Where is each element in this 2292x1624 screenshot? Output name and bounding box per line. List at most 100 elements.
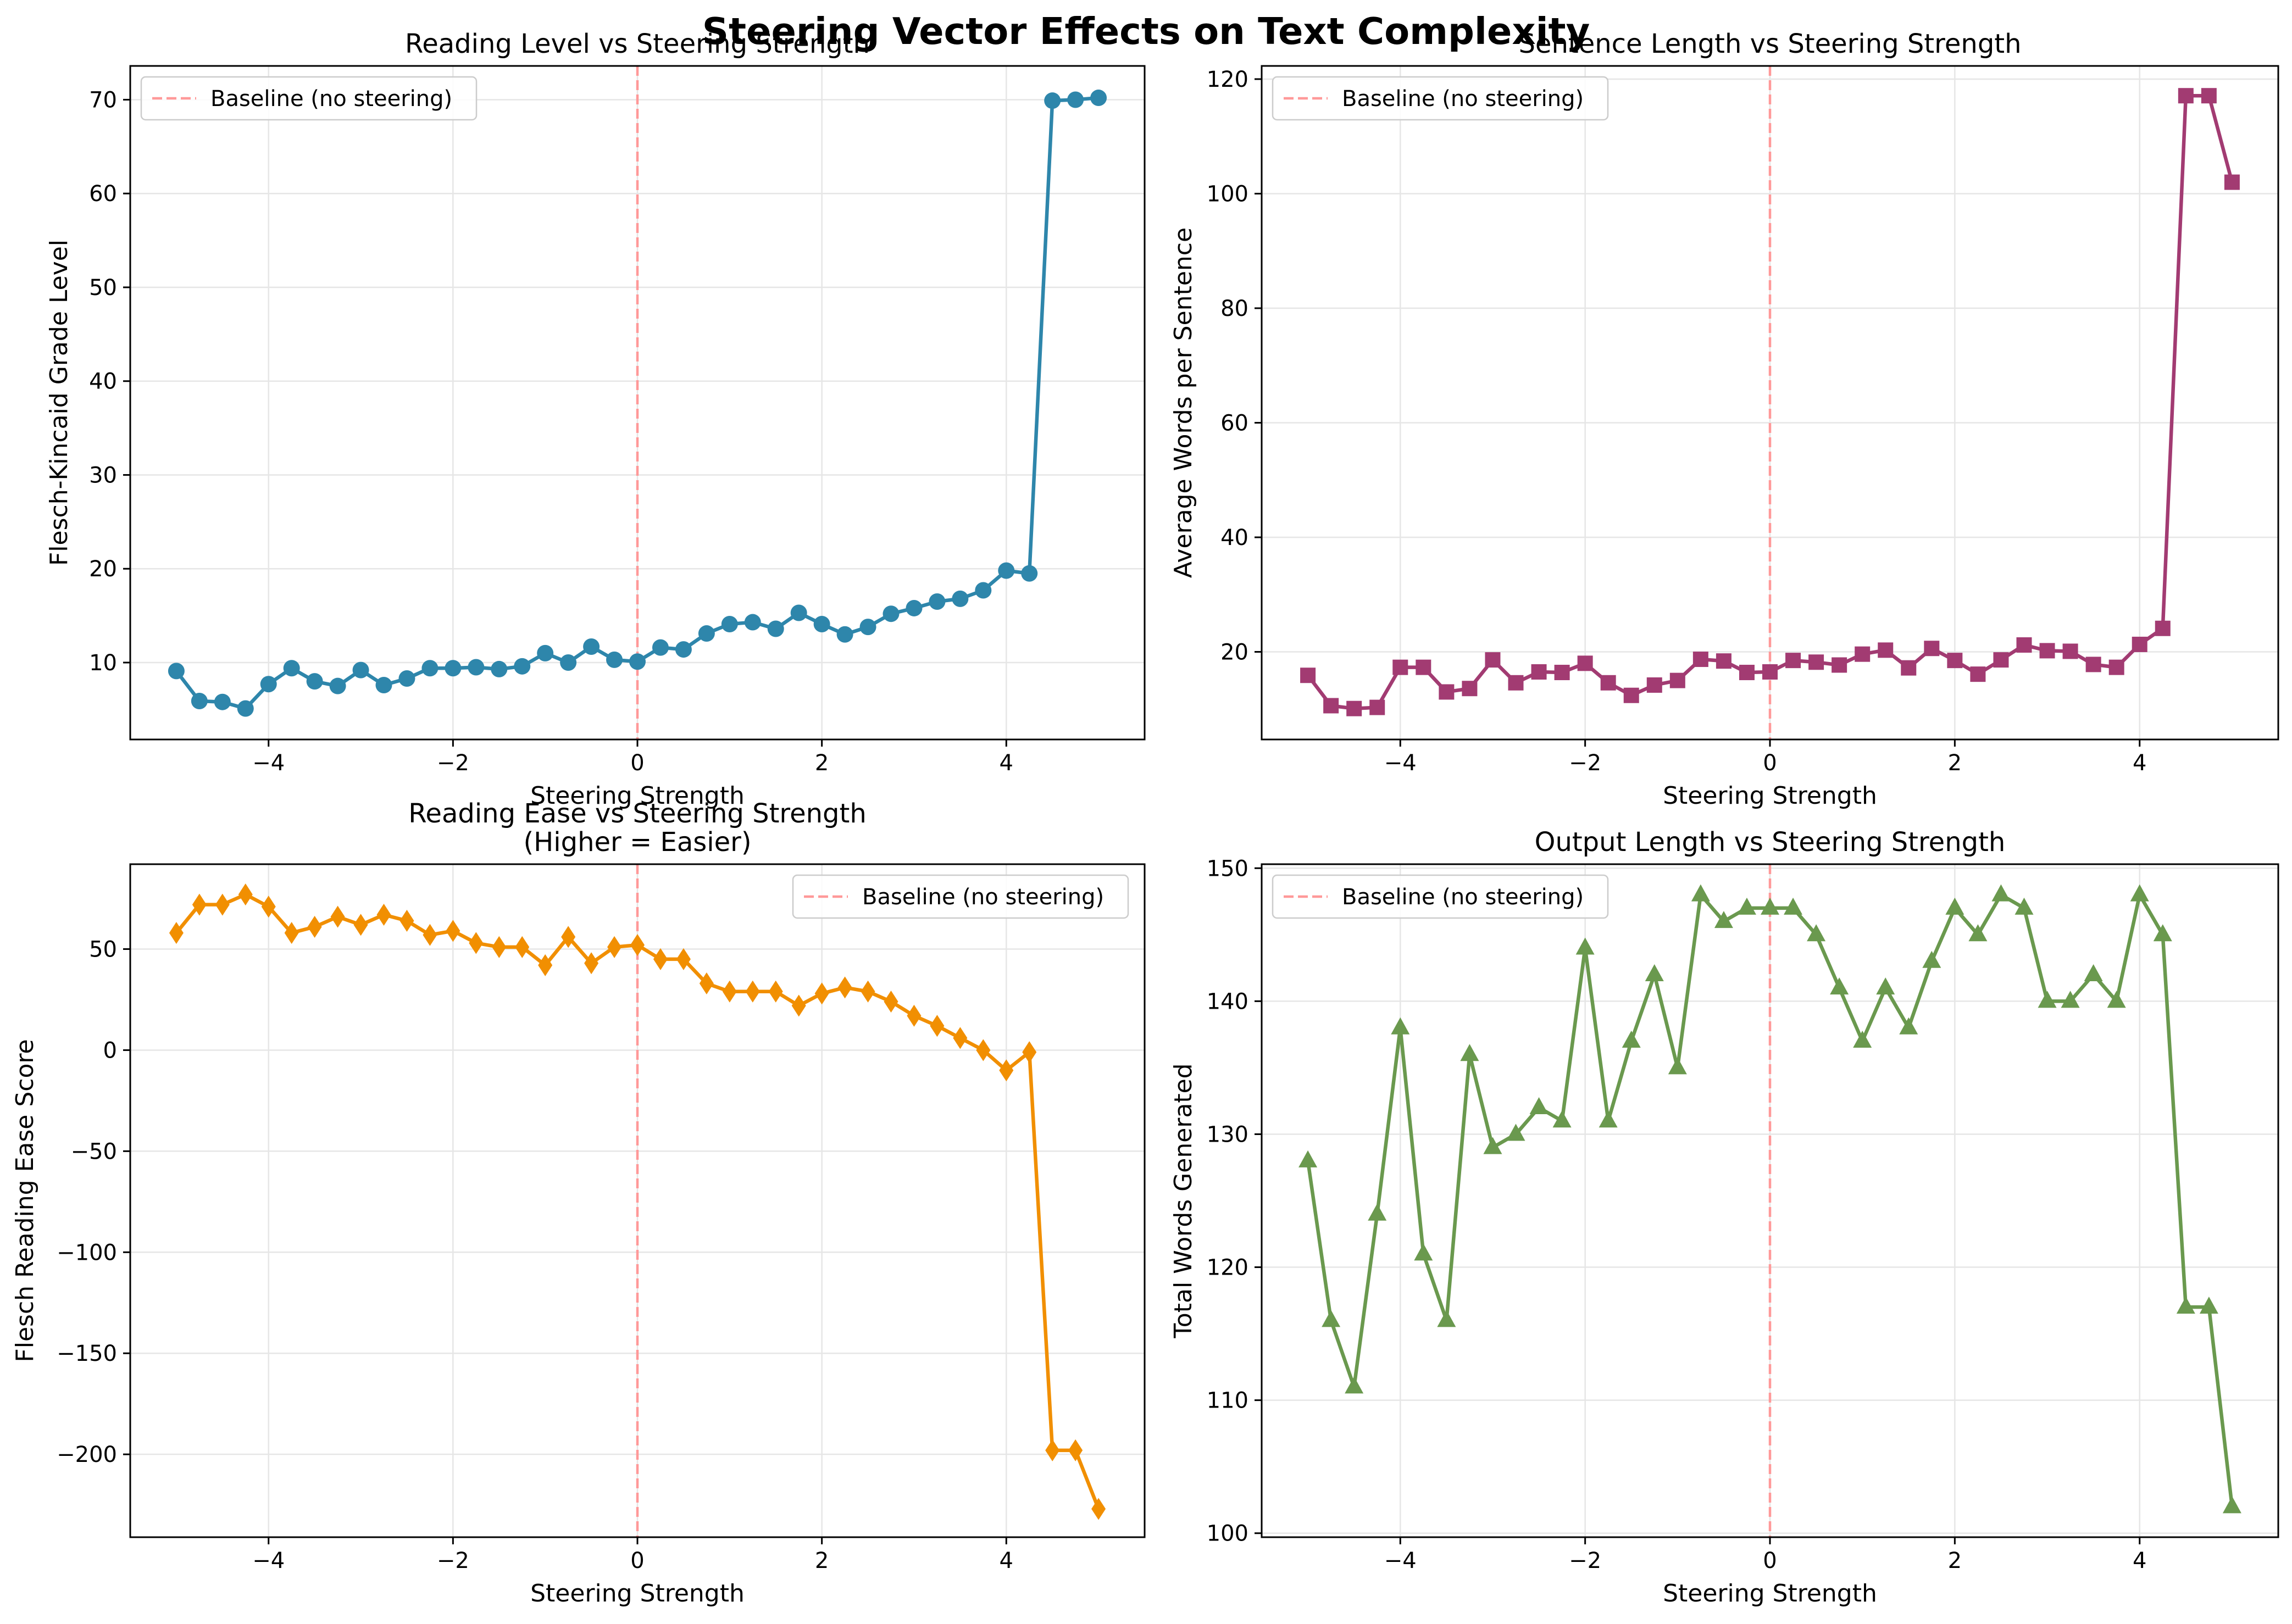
data-point: [1945, 897, 1964, 915]
y-tick-label: 20: [1220, 639, 1248, 665]
data-point: [1970, 666, 1986, 682]
data-point: [2201, 88, 2217, 104]
x-tick-label: −2: [1569, 1548, 1601, 1573]
legend-label: Baseline (no steering): [862, 885, 1104, 910]
data-point: [2107, 991, 2126, 1008]
legend-box: [792, 874, 1129, 919]
x-tick-label: 0: [630, 750, 644, 776]
data-point: [861, 980, 875, 1003]
data-point: [215, 893, 230, 916]
x-tick-label: −2: [437, 1548, 469, 1573]
data-point: [2038, 991, 2057, 1008]
y-tick-label: −200: [57, 1442, 117, 1467]
data-point: [584, 952, 599, 975]
data-point: [721, 615, 738, 632]
data-point: [168, 663, 185, 680]
data-point: [1323, 698, 1339, 714]
data-point: [1460, 1044, 1479, 1061]
x-axis-label: Steering Strength: [530, 1579, 745, 1608]
data-point: [1485, 652, 1501, 668]
data-point: [953, 1027, 968, 1049]
data-point: [1416, 659, 1431, 675]
data-point: [883, 605, 900, 622]
data-point: [767, 620, 784, 637]
x-tick-label: −2: [1569, 750, 1601, 776]
data-point: [2224, 174, 2240, 190]
data-point: [1599, 1110, 1618, 1128]
data-point: [2130, 884, 2149, 902]
y-tick-label: −150: [57, 1341, 117, 1366]
data-point: [745, 980, 760, 1003]
y-tick-label: 60: [1220, 410, 1248, 436]
data-point: [814, 982, 829, 1005]
y-tick-label: 100: [1207, 181, 1248, 207]
data-point: [1991, 884, 2011, 902]
data-point: [237, 700, 254, 717]
data-point: [1807, 924, 1826, 942]
y-tick-label: 40: [89, 369, 117, 394]
data-point: [652, 639, 669, 656]
data-point: [1575, 937, 1595, 955]
x-axis-label: Steering Strength: [530, 782, 745, 810]
data-point: [1899, 1017, 1918, 1035]
data-point: [699, 972, 714, 995]
data-point: [491, 660, 508, 677]
data-point: [675, 641, 692, 658]
x-tick-label: 4: [2133, 1548, 2146, 1573]
data-point: [1739, 665, 1755, 681]
data-point: [1391, 1017, 1410, 1035]
data-point: [1901, 660, 1917, 676]
data-point: [538, 954, 553, 976]
y-tick-label: 20: [89, 557, 117, 582]
data-point: [791, 994, 806, 1017]
x-tick-label: 0: [630, 1548, 644, 1573]
chart-panel-3: −4 −2 0 2 4 −200 −150 −100 −50 0 50 Steering Streng…: [11, 798, 1146, 1608]
data-point: [238, 883, 253, 906]
x-tick-label: 2: [1948, 1548, 1962, 1573]
data-point: [1714, 911, 1733, 928]
data-point: [1437, 1310, 1456, 1327]
data-point: [1346, 700, 1362, 716]
data-point: [813, 615, 830, 632]
x-tick-label: 2: [815, 1548, 829, 1573]
y-tick-label: −50: [71, 1139, 117, 1164]
data-point: [514, 658, 531, 675]
x-tick-label: 4: [1000, 1548, 1013, 1573]
data-point: [1761, 897, 1779, 915]
data-point: [1830, 977, 1849, 995]
data-point: [352, 661, 369, 678]
legend-box: [1272, 76, 1609, 121]
data-point: [1784, 897, 1803, 915]
data-point: [2061, 991, 2080, 1008]
panel-title: Reading Ease vs Steering Strength: [408, 798, 867, 829]
data-point: [768, 980, 783, 1003]
data-point: [1968, 924, 1988, 942]
data-point: [1669, 672, 1685, 688]
data-point: [515, 936, 530, 958]
data-point: [445, 660, 462, 677]
data-point: [1392, 659, 1408, 675]
y-tick-label: 120: [1207, 67, 1248, 92]
data-point: [2084, 964, 2103, 981]
data-point: [1924, 641, 1940, 657]
data-point: [998, 562, 1015, 579]
data-point: [1645, 964, 1664, 981]
data-point: [1022, 1041, 1037, 1064]
data-point: [1878, 642, 1894, 658]
legend-box: [140, 76, 478, 121]
data-point: [1506, 1124, 1525, 1141]
data-point: [976, 1039, 991, 1061]
data-point: [907, 1004, 922, 1027]
data-point: [1044, 92, 1061, 109]
data-point: [1067, 91, 1084, 108]
legend: Baseline (no steering): [1272, 76, 1609, 121]
data-point: [1808, 654, 1824, 670]
data-point: [1876, 977, 1895, 995]
data-point: [399, 910, 414, 932]
data-point: [1508, 675, 1524, 691]
y-tick-label: 70: [89, 87, 117, 113]
data-point: [260, 676, 277, 693]
x-tick-label: −4: [252, 1548, 285, 1573]
x-tick-label: −2: [437, 750, 469, 776]
data-point: [1623, 687, 1639, 703]
